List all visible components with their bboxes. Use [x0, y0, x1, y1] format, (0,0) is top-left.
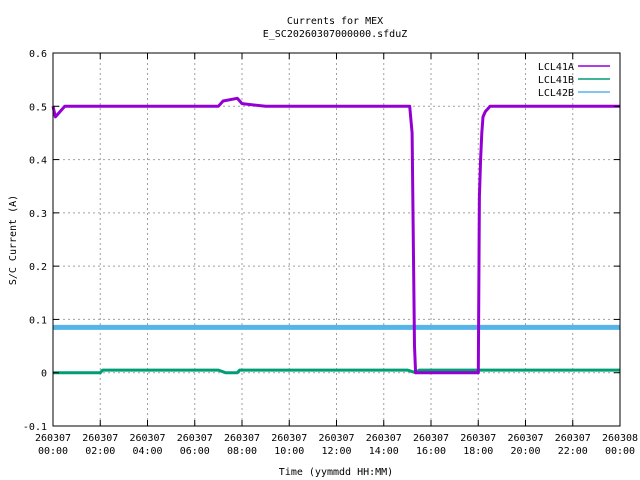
ticks: -0.1 0 0.1 0.2 0.3 0.4 0.5 0.6 260307 00:00 260307…	[23, 49, 638, 457]
series-layer	[51, 96, 620, 375]
y-tick-label: 0.5	[29, 102, 47, 113]
legend: LCL41A LCL41B LCL42B	[538, 62, 610, 99]
y-tick-label: 0.6	[29, 49, 47, 60]
x-tick-time: 04:00	[132, 446, 162, 457]
x-tick-date: 260307	[82, 433, 118, 444]
legend-label: LCL42B	[538, 88, 574, 99]
x-tick-date: 260307	[224, 433, 260, 444]
x-tick-time: 16:00	[416, 446, 446, 457]
x-tick-time: 14:00	[369, 446, 399, 457]
x-tick-time: 22:00	[558, 446, 588, 457]
chart-subtitle: E_SC20260307000000.sfduZ	[263, 29, 408, 40]
x-tick-date: 260307	[177, 433, 213, 444]
x-tick-time: 02:00	[85, 446, 115, 457]
x-tick-time: 00:00	[38, 446, 68, 457]
x-tick-date: 260307	[318, 433, 354, 444]
x-tick-time: 18:00	[463, 446, 493, 457]
x-tick-date: 260308	[602, 433, 638, 444]
x-tick-time: 06:00	[180, 446, 210, 457]
y-tick-label: -0.1	[23, 422, 47, 433]
y-tick-label: 0.3	[29, 209, 47, 220]
y-tick-label: 0.1	[29, 315, 47, 326]
y-axis-label: S/C Current (A)	[8, 195, 19, 285]
x-tick-date: 260307	[413, 433, 449, 444]
x-tick-time: 20:00	[510, 446, 540, 457]
x-tick-time: 00:00	[605, 446, 635, 457]
legend-label: LCL41A	[538, 62, 574, 73]
series-line-lcl41a	[51, 96, 620, 375]
x-tick-time: 10:00	[274, 446, 304, 457]
x-tick-date: 260307	[271, 433, 307, 444]
series-line-lcl41b	[53, 368, 620, 375]
x-tick-date: 260307	[555, 433, 591, 444]
x-tick-date: 260307	[460, 433, 496, 444]
chart-title: Currents for MEX	[287, 16, 383, 27]
y-tick-label: 0	[41, 369, 47, 380]
x-tick-date: 260307	[507, 433, 543, 444]
x-tick-time: 12:00	[321, 446, 351, 457]
x-axis-label: Time (yymmdd HH:MM)	[279, 467, 393, 478]
x-tick-date: 260307	[366, 433, 402, 444]
legend-label: LCL41B	[538, 75, 574, 86]
x-tick-date: 260307	[129, 433, 165, 444]
y-tick-label: 0.2	[29, 262, 47, 273]
y-tick-label: 0.4	[29, 156, 47, 167]
x-tick-time: 08:00	[227, 446, 257, 457]
x-tick-date: 260307	[35, 433, 71, 444]
